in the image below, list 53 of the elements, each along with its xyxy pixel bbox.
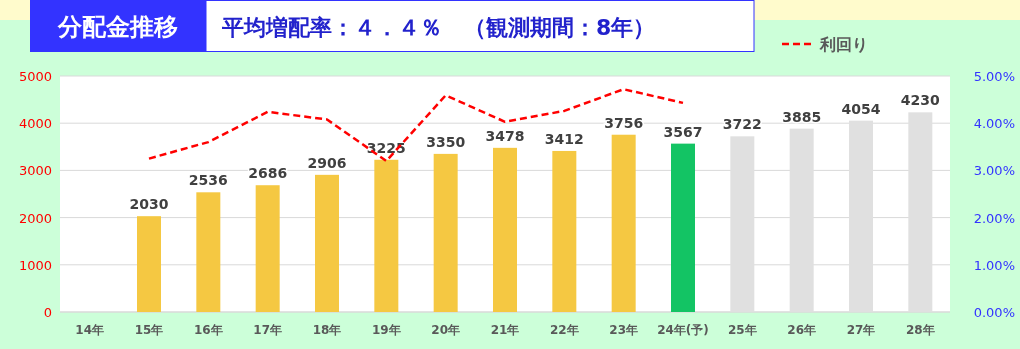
data-label: 4230 — [900, 92, 941, 109]
y2-tick-label: 4.00% — [973, 116, 1015, 132]
x-tick-label: 19年 — [371, 323, 401, 337]
x-tick-label: 23年 — [609, 323, 639, 337]
y2-tick-label: 3.00% — [973, 163, 1015, 179]
bar — [196, 192, 221, 312]
data-label: 3885 — [782, 108, 822, 125]
y-tick-label: 1000 — [18, 257, 52, 273]
bar — [611, 134, 636, 312]
y2-tick-label: 2.00% — [973, 210, 1015, 226]
x-tick-label: 17年 — [253, 323, 283, 337]
bar — [433, 153, 458, 312]
y-tick-label: 4000 — [18, 116, 52, 132]
x-tick-label: 20年 — [431, 323, 461, 337]
x-tick-label: 22年 — [549, 323, 579, 337]
x-tick-label: 26年 — [787, 323, 817, 337]
y-tick-label: 5000 — [18, 69, 52, 84]
x-tick-label: 16年 — [193, 323, 223, 337]
data-label: 3567 — [663, 123, 703, 140]
y2-tick-label: 5.00% — [973, 69, 1015, 84]
chart-title: 分配金推移 — [57, 13, 178, 41]
bar — [137, 216, 161, 312]
bar — [552, 150, 577, 312]
x-tick-label: 28年 — [905, 323, 935, 337]
data-label: 3412 — [544, 130, 584, 147]
y-tick-label: 0 — [43, 305, 52, 320]
x-tick-label: 15年 — [134, 323, 164, 337]
y-tick-label: 2000 — [18, 210, 52, 226]
x-tick-label: 14年 — [75, 323, 105, 337]
x-tick-label: 25年 — [727, 323, 757, 337]
data-label: 2030 — [129, 196, 169, 213]
bar — [315, 174, 339, 312]
x-tick-label: 18年 — [312, 323, 342, 337]
x-tick-label: 27年 — [846, 323, 876, 337]
data-label: 3478 — [485, 127, 525, 144]
data-label: 3722 — [722, 116, 762, 133]
y2-tick-label: 1.00% — [973, 257, 1015, 273]
chart-subtitle: 平均増配率：４．４％ （観測期間：8年） — [221, 15, 656, 40]
bar — [374, 159, 399, 312]
x-tick-label: 24年(予) — [657, 323, 709, 337]
data-label: 2686 — [248, 165, 288, 182]
data-label: 2906 — [307, 154, 347, 171]
legend-label: 利回り — [819, 35, 868, 54]
bar — [255, 185, 280, 312]
bar — [671, 143, 695, 312]
y-tick-label: 3000 — [18, 163, 52, 179]
data-label: 3756 — [604, 114, 644, 131]
data-label: 3350 — [426, 133, 466, 150]
data-label: 2536 — [188, 172, 228, 189]
y2-tick-label: 0.00% — [973, 305, 1015, 320]
bar — [493, 147, 517, 312]
x-tick-label: 21年 — [490, 323, 520, 337]
data-label: 4054 — [841, 100, 881, 117]
